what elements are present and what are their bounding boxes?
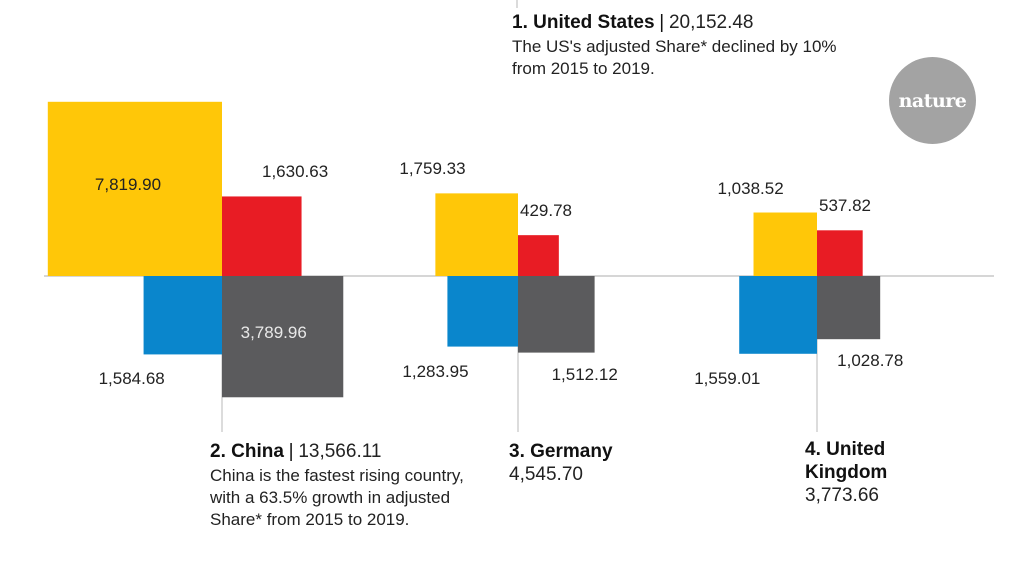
country-total: 13,566.11 xyxy=(298,441,382,462)
red-square xyxy=(222,196,302,276)
separator: | xyxy=(288,441,294,462)
value-label: 429.78 xyxy=(520,201,572,221)
value-label: 1,028.78 xyxy=(837,351,904,371)
red-square xyxy=(817,230,863,276)
value-label: 1,559.01 xyxy=(694,368,761,388)
blue-square xyxy=(143,276,222,355)
value-label: 1,283.95 xyxy=(402,361,469,381)
gray-square xyxy=(817,276,881,340)
value-label: 1,512.12 xyxy=(551,364,618,384)
country-label-united-kingdom: 4. United Kingdom 3,773.66 xyxy=(805,438,945,507)
logo-text: nature xyxy=(898,89,967,112)
blue-square xyxy=(739,276,817,354)
value-label: 7,819.90 xyxy=(94,174,162,194)
value-label: 1,630.63 xyxy=(262,162,329,182)
yellow-square xyxy=(753,212,817,276)
country-name: 3. Germany xyxy=(509,441,613,462)
value-label: 1,584.68 xyxy=(98,369,165,389)
country-total: 20,152.48 xyxy=(668,12,754,33)
country-description: China is the fastest rising country, wit… xyxy=(210,466,464,529)
value-label: 3,789.96 xyxy=(240,322,307,342)
yellow-square xyxy=(435,193,518,276)
country-total: 4,545.70 xyxy=(509,464,583,485)
country-name: 2. China xyxy=(210,441,284,462)
yellow-square xyxy=(47,101,222,276)
value-label: 1,038.52 xyxy=(717,178,784,198)
red-square xyxy=(518,235,559,276)
country-label-united-states: 1. United States | 20,152.48 The US's ad… xyxy=(512,11,852,80)
nature-logo: nature xyxy=(889,57,976,144)
country-label-china: 2. China | 13,566.11 China is the fastes… xyxy=(210,440,480,531)
separator: | xyxy=(659,12,665,33)
country-name: 4. United Kingdom xyxy=(805,439,888,483)
country-description: The US's adjusted Share* declined by 10%… xyxy=(512,37,837,78)
gray-square xyxy=(518,276,595,353)
country-name: 1. United States xyxy=(512,12,655,33)
country-total: 3,773.66 xyxy=(805,485,879,506)
country-label-germany: 3. Germany 4,545.70 xyxy=(509,440,709,486)
value-label: 1,759.33 xyxy=(399,159,466,179)
blue-square xyxy=(447,276,518,347)
gray-square xyxy=(222,276,344,398)
value-label: 537.82 xyxy=(819,196,871,216)
